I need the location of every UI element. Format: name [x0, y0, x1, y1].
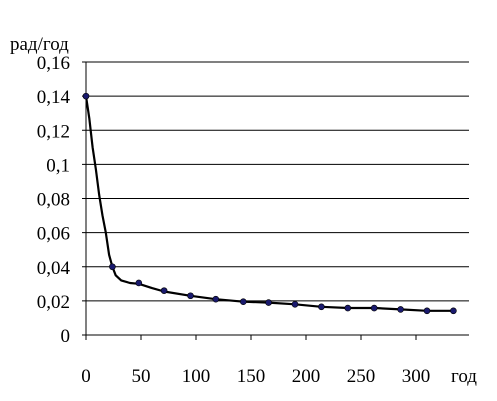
data-point: [160, 287, 168, 294]
y-tick-label: 0,1: [46, 155, 70, 176]
y-tick-label: 0,12: [37, 121, 70, 142]
x-tick-label: 300: [402, 366, 431, 387]
x-tick-label: 200: [292, 366, 321, 387]
data-point: [109, 263, 116, 271]
data-point: [344, 304, 352, 312]
y-tick-label: 0,16: [37, 53, 70, 74]
data-point: [135, 279, 143, 287]
y-axis-label: рад/год: [10, 34, 69, 55]
data-point: [187, 292, 194, 300]
data-point: [265, 299, 272, 306]
data-point: [291, 300, 299, 308]
y-tick-label: 0,04: [37, 258, 71, 279]
data-point: [212, 295, 220, 303]
data-point: [370, 304, 378, 312]
y-tick-label: 0,08: [37, 190, 70, 211]
data-point: [397, 306, 404, 313]
x-tick-label: 100: [182, 366, 211, 387]
data-markers: [82, 92, 457, 315]
y-tick-label: 0,14: [37, 87, 71, 108]
x-axis-label: год: [451, 366, 477, 387]
grid-lines: [86, 61, 469, 302]
y-tick-label: 0,02: [37, 292, 70, 313]
data-point: [318, 303, 325, 311]
data-curve: [84, 95, 454, 312]
x-tick-label: 50: [132, 366, 151, 387]
data-point: [82, 92, 90, 100]
data-point: [240, 298, 247, 306]
x-tick-label: 150: [237, 366, 266, 387]
axis-ticks: 0 0,02 0,04 0,06 0,08 0,1 0,12 0,14 0,16 0 50 100 15…: [37, 53, 431, 387]
data-point: [423, 307, 431, 315]
y-tick-label: 0: [61, 326, 71, 347]
y-tick-label: 0,06: [37, 224, 70, 245]
x-tick-label: 0: [81, 366, 91, 387]
data-point: [450, 307, 457, 315]
x-tick-label: 250: [347, 366, 376, 387]
